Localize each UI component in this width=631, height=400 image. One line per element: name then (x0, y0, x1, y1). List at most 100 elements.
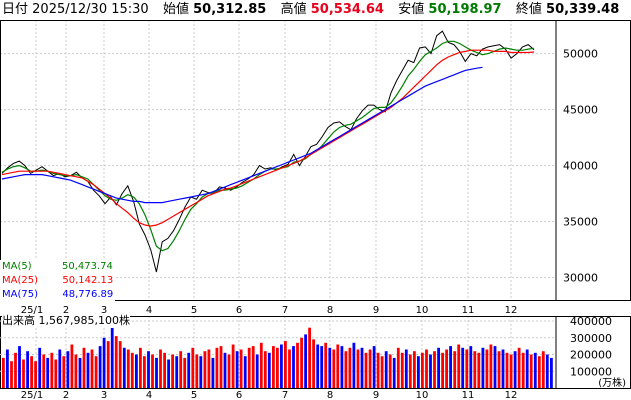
volume-bar (324, 342, 328, 388)
volume-tick-label: 400000 (570, 315, 612, 328)
volume-bar (413, 351, 416, 388)
price-x-tick-label: 2 (63, 305, 69, 316)
volume-bar (183, 357, 187, 388)
ma-series-line (1, 49, 535, 227)
volume-x-tick-label: 6 (236, 390, 242, 400)
volume-bar (191, 347, 195, 388)
volume-bar (505, 352, 509, 388)
volume-bar (364, 352, 368, 388)
volume-bar (517, 347, 521, 388)
volume-bar (255, 354, 259, 388)
volume-bar (481, 347, 485, 388)
volume-bar (477, 352, 481, 388)
volume-tick-label: 200000 (570, 349, 612, 362)
volume-bar (453, 351, 457, 388)
ma5-legend-row: MA(5) 50,473.74 (2, 260, 113, 274)
volume-bar (404, 349, 408, 388)
volume-bar (179, 351, 183, 388)
price-series-line (1, 30, 535, 273)
price-tick-label: 40000 (563, 160, 598, 173)
ma75-value: 48,776.89 (62, 289, 114, 300)
volume-bar (537, 356, 541, 388)
volume-bar (114, 336, 118, 388)
volume-bar (239, 349, 243, 388)
volume-bar (392, 357, 396, 388)
volume-bar (332, 349, 336, 388)
volume-bar (203, 351, 207, 388)
volume-bar (336, 344, 340, 388)
volume-bar (272, 346, 275, 388)
volume-bar (429, 354, 432, 388)
volume-bar (82, 347, 86, 388)
volume-x-tick-label: 2 (63, 390, 69, 400)
volume-bar (175, 356, 179, 388)
ma25-value: 50,142.13 (62, 275, 114, 286)
volume-bar (284, 341, 287, 388)
volume-bar (74, 354, 78, 388)
volume-bar (110, 327, 114, 388)
volume-bar (151, 354, 154, 388)
ma5-label: MA(5) (2, 261, 32, 272)
price-panel-frame (0, 20, 631, 301)
volume-bar (259, 342, 263, 388)
volume-bar (513, 351, 517, 388)
volume-bar (130, 352, 134, 388)
close-label: 終値 (515, 2, 542, 17)
volume-bar (6, 349, 9, 388)
volume-bar (199, 356, 203, 388)
low-label: 安値 (398, 2, 425, 17)
volume-bar (135, 354, 138, 388)
volume-bar (66, 351, 70, 388)
volume-bar (300, 337, 303, 388)
volume-tick-label: 300000 (570, 332, 612, 345)
volume-bar (457, 344, 461, 388)
price-x-tick-label: 10 (416, 305, 429, 316)
volume-bar (348, 347, 352, 388)
volume-bar (280, 344, 283, 388)
volume-bar (58, 349, 62, 388)
volume-bar (46, 357, 50, 388)
volume-bar (550, 357, 553, 388)
volume-bar (485, 349, 489, 388)
volume-bar (461, 347, 465, 388)
volume-x-tick-label: 25/1 (21, 390, 43, 400)
volume-bar (215, 347, 219, 388)
volume-bar (227, 354, 231, 388)
volume-bar (54, 359, 58, 388)
volume-bar (525, 349, 529, 388)
volume-bar (155, 357, 158, 388)
volume-x-tick-label: 5 (191, 390, 197, 400)
price-x-tick-label: 5 (191, 305, 197, 316)
high-label: 高値 (280, 2, 307, 17)
volume-bar (207, 349, 211, 388)
volume-bar (316, 344, 320, 388)
price-x-tick-label: 3 (101, 305, 107, 316)
volume-bar (26, 351, 29, 388)
volume-bar (296, 342, 299, 388)
volume-x-tick-label: 7 (282, 390, 288, 400)
volume-bar (545, 354, 549, 388)
volume-bar (50, 352, 54, 388)
price-x-tick-label: 6 (236, 305, 242, 316)
volume-bar (292, 346, 295, 388)
volume-bar (376, 352, 380, 388)
ma75-legend-row: MA(75) 48,776.89 (2, 288, 113, 302)
volume-bar (187, 352, 191, 388)
volume-bar (147, 351, 150, 388)
volume-legend: 出来高 1,567,985,100株 (2, 314, 130, 328)
volume-x-tick-label: 4 (146, 390, 152, 400)
price-tick-label: 45000 (563, 104, 598, 117)
date-label: 日付 (2, 2, 29, 17)
price-x-tick-label: 8 (327, 305, 333, 316)
volume-bar (14, 352, 17, 388)
volume-bar (344, 351, 348, 388)
volume-bar (328, 347, 332, 388)
volume-bar (98, 346, 102, 388)
volume-bar (263, 351, 267, 388)
volume-bar (509, 354, 513, 388)
volume-bar (372, 346, 376, 388)
volume-bar (441, 352, 444, 388)
volume-bar (18, 346, 21, 388)
price-x-tick-label: 11 (462, 305, 475, 316)
